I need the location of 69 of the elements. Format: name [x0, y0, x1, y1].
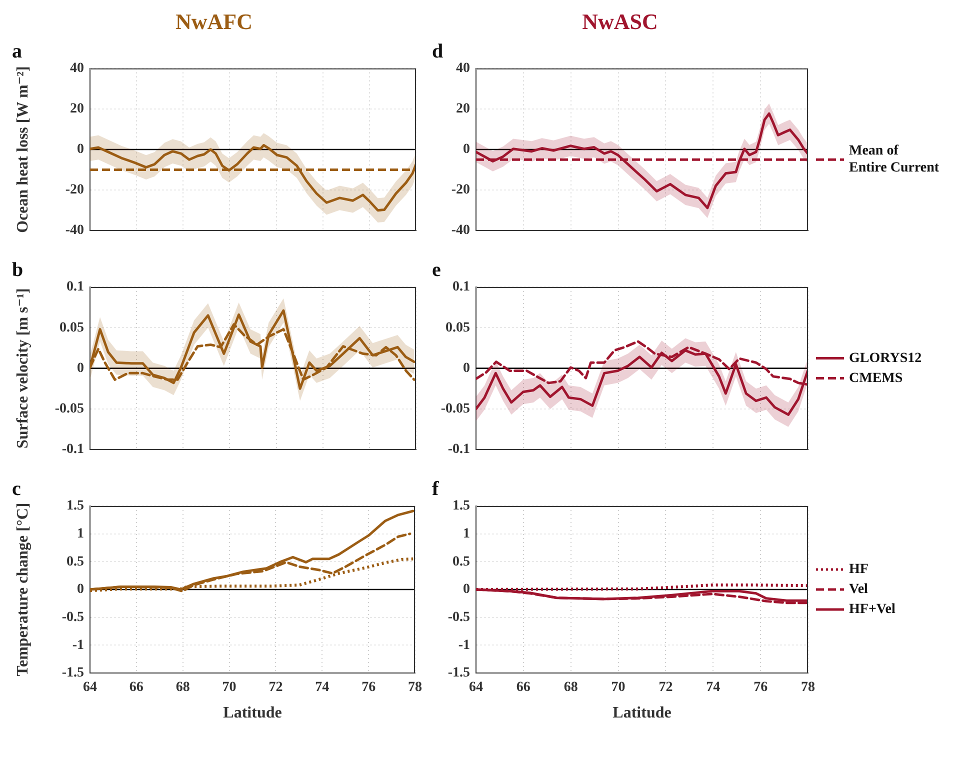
y-tick-label: 0.5 [66, 554, 84, 570]
chart-subtitle: e [432, 259, 441, 282]
y-tick-label: 0.5 [452, 554, 470, 570]
y-tick-label: 1 [463, 526, 470, 542]
y-tick-label: 0 [463, 142, 470, 158]
y-tick-label: -0.5 [62, 610, 84, 625]
y-tick-label: 0.05 [60, 320, 84, 336]
y-tick-label: 20 [456, 102, 470, 117]
y-tick-label: -1 [458, 638, 470, 653]
chart-subtitle: b [12, 259, 24, 282]
y-tick-label: 0 [463, 582, 470, 598]
y-tick-label: -40 [451, 223, 470, 238]
y-tick-label: 0 [77, 360, 84, 376]
y-tick-label: 0 [463, 360, 470, 376]
y-tick-label: 40 [456, 61, 470, 76]
y-tick-label: -20 [65, 182, 84, 198]
y-tick-label: -0.05 [54, 402, 84, 417]
x-tick-label: 66 [129, 680, 144, 696]
y-tick-label: -0.1 [62, 442, 84, 458]
legend-label: Vel [849, 582, 868, 598]
y-axis-title: Temperature change [°C] [14, 502, 32, 676]
y-tick-label: 0 [77, 142, 84, 158]
x-axis-title: Latitude [223, 704, 282, 722]
x-tick-label: 76 [362, 680, 376, 696]
x-tick-label: 66 [516, 680, 530, 696]
x-tick-label: 76 [754, 680, 768, 696]
x-axis-title: Latitude [612, 704, 672, 722]
y-tick-label: 0 [77, 582, 84, 598]
x-tick-label: 74 [315, 680, 330, 696]
y-tick-label: -1 [72, 638, 84, 653]
y-tick-label: 40 [70, 61, 84, 76]
x-tick-label: 64 [469, 680, 483, 696]
y-axis-title: Ocean heat loss [W m⁻²] [14, 66, 32, 233]
ref-line-label: Mean of Entire Current [849, 144, 940, 176]
legend-label: HF+Vel [849, 602, 896, 618]
y-tick-label: -0.05 [440, 402, 470, 417]
y-tick-label: -1.5 [448, 666, 470, 681]
chart-subtitle: f [432, 478, 439, 500]
chart-title: NwASC [582, 8, 658, 34]
x-tick-label: 68 [564, 680, 578, 696]
legend-label: GLORYS12 [849, 350, 922, 366]
y-tick-label: -20 [451, 182, 470, 198]
x-tick-label: 64 [83, 680, 97, 696]
chart-subtitle: a [12, 40, 22, 63]
y-tick-label: 0.1 [66, 280, 84, 295]
x-tick-label: 70 [611, 680, 626, 696]
y-axis-title: Surface velocity [m s⁻¹] [14, 288, 32, 448]
x-tick-label: 68 [176, 680, 190, 696]
x-tick-label: 72 [268, 680, 283, 696]
x-tick-label: 70 [222, 680, 236, 696]
y-tick-label: 0.05 [446, 320, 470, 336]
legend-label: HF [849, 562, 868, 578]
chart-subtitle: c [12, 478, 21, 500]
chart-subtitle: d [432, 40, 444, 63]
y-tick-label: -0.1 [448, 442, 470, 458]
y-tick-label: 1 [77, 526, 84, 542]
x-tick-label: 78 [408, 680, 422, 696]
y-tick-label: 1.5 [452, 498, 470, 514]
y-tick-label: 1.5 [66, 498, 84, 514]
x-tick-label: 78 [801, 680, 815, 696]
y-tick-label: 0.1 [452, 280, 470, 295]
y-tick-label: -1.5 [62, 666, 84, 681]
legend-label: CMEMS [849, 370, 903, 386]
chart-title: NwAFC [176, 8, 252, 34]
y-tick-label: 20 [70, 102, 84, 117]
y-tick-label: -40 [65, 223, 84, 238]
x-tick-label: 72 [658, 680, 673, 696]
x-tick-label: 74 [706, 680, 720, 696]
y-tick-label: -0.5 [448, 610, 470, 625]
